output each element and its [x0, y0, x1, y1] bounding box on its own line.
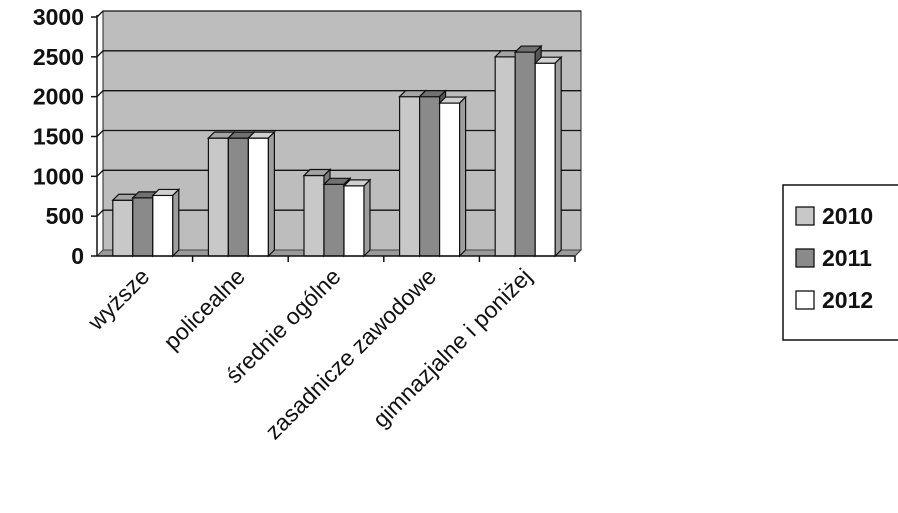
bar-side [172, 188, 180, 258]
bar-front [227, 137, 249, 257]
bar-front [494, 56, 516, 257]
bar-front [323, 183, 345, 257]
bar-front [343, 185, 365, 257]
y-tick-label: 3000 [33, 4, 84, 30]
axes [91, 15, 576, 262]
legend-swatch [795, 290, 815, 310]
gridline [96, 10, 581, 18]
gridline [96, 50, 581, 58]
bar-front [534, 62, 556, 257]
x-tick-label: zasadnicze zawodowe [260, 263, 441, 444]
bar-front [303, 174, 325, 257]
y-tick-label: 1500 [33, 124, 84, 150]
x-tick-label: wyższe [82, 263, 154, 335]
bar-2012 [342, 178, 372, 258]
y-tick-label: 500 [46, 203, 84, 229]
legend-label: 2011 [822, 245, 872, 271]
legend: 2010 2011 2012 [782, 184, 898, 341]
bar-2012 [438, 95, 468, 258]
bar-front [112, 199, 134, 257]
bar-front [152, 194, 174, 257]
legend-swatch [795, 206, 815, 226]
bar-front [419, 96, 441, 257]
legend-label: 2010 [822, 203, 873, 229]
bar-front [439, 102, 461, 257]
bar-side [363, 178, 371, 258]
y-tick-label: 0 [71, 243, 84, 269]
y-axis-tick-labels: 0 500 1000 1500 2000 2500 3000 [33, 4, 84, 269]
bar-front [207, 137, 229, 257]
bar-2012 [246, 130, 276, 258]
legend-swatch [795, 248, 815, 268]
bars [111, 44, 563, 258]
bar-2012 [533, 55, 563, 258]
bar-side [459, 95, 467, 258]
bar-front [514, 51, 536, 257]
y-tick-label: 2500 [33, 44, 84, 70]
bar-2012 [151, 188, 181, 258]
bar-side [267, 130, 275, 258]
bar-side [554, 55, 562, 258]
legend-label: 2012 [822, 287, 873, 313]
y-tick-label: 1000 [33, 163, 84, 189]
bar-front [399, 96, 421, 257]
y-tick-label: 2000 [33, 84, 84, 110]
x-tick-label: gimnazjalne i poniżej [367, 263, 536, 432]
x-tick-label: policealne [158, 263, 250, 355]
bar-front [247, 137, 269, 257]
bar-front [132, 197, 154, 257]
